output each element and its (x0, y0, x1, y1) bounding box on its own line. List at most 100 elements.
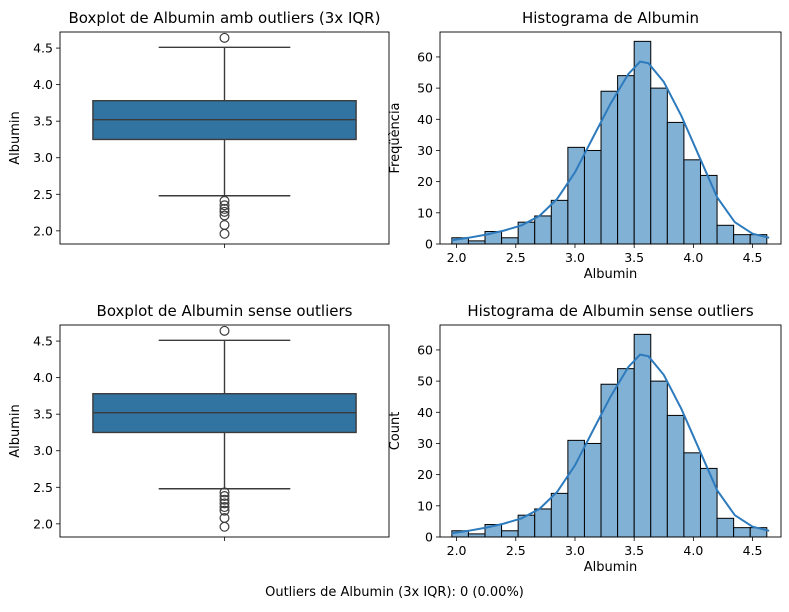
chart-title: Histograma de Albumin sense outliers (467, 302, 753, 320)
outlier-point (219, 521, 230, 532)
outlier-point (219, 325, 230, 336)
outlier-point (219, 494, 230, 505)
x-tick-label: 2.0 (447, 250, 467, 265)
x-tick-label: 4.5 (743, 543, 763, 558)
outlier-point (219, 219, 230, 230)
y-tick-label: 2.0 (33, 223, 53, 238)
histogram-bar (716, 517, 735, 538)
y-tick-label: 50 (417, 81, 433, 96)
histogram-panel: 2.0 2.5 3.0 3.5 4.0 4.5 Albumin Histograma de A… (388, 9, 782, 282)
y-tick-label: 4.5 (33, 41, 53, 56)
figure: Boxplot de Albumin amb outliers (3x IQR)… (8, 9, 782, 575)
y-tick-label: 4.5 (33, 334, 53, 349)
histogram-bar (716, 224, 735, 245)
histogram-bar (733, 527, 751, 538)
x-tick-label: 3.0 (565, 250, 585, 265)
boxplot-with-outliers-panel: Boxplot de Albumin amb outliers (3x IQR)… (8, 9, 390, 248)
histogram-bar (699, 467, 718, 538)
chart-title: Boxplot de Albumin amb outliers (3x IQR) (69, 9, 381, 27)
y-tick-label: 30 (417, 143, 433, 158)
histogram-without-outliers-panel: 2.0 2.5 3.0 3.5 4.0 4.5 Albumin Histograma de A… (388, 302, 782, 575)
y-tick-label: 60 (417, 342, 433, 357)
y-tick-label: 0 (425, 530, 433, 545)
outlier-point (219, 200, 230, 211)
chart-title: Boxplot de Albumin sense outliers (97, 302, 353, 320)
histogram-bar (550, 199, 569, 245)
histogram-bar (600, 90, 619, 245)
histogram-bar (583, 149, 602, 245)
plot-frame (439, 324, 782, 538)
histogram-bar (583, 442, 602, 538)
y-axis-label: Freqüència (388, 102, 403, 173)
histogram-bar (617, 368, 635, 538)
histogram-bar (567, 146, 585, 245)
y-tick-label: 2.0 (33, 516, 53, 531)
outlier-point (219, 228, 230, 239)
histogram-bar (534, 508, 552, 538)
y-axis-label: Albumin (8, 404, 23, 458)
chart-title: Histograma de Albumin (522, 9, 699, 27)
y-tick-label: 3.5 (33, 407, 53, 422)
y-tick-label: 50 (417, 374, 433, 389)
x-tick-label: 4.0 (683, 543, 703, 558)
footer-outlier-summary: Outliers de Albumin (3x IQR): 0 (0.00%) (265, 585, 524, 600)
histogram-bar (633, 333, 652, 538)
outlier-point (219, 505, 230, 516)
histogram-bar (534, 215, 552, 245)
histogram-bar (733, 234, 751, 245)
plot-frame (59, 31, 390, 245)
y-tick-label: 3.5 (33, 114, 53, 129)
outlier-point (219, 491, 230, 502)
y-tick-label: 0 (425, 237, 433, 252)
x-tick-label: 3.5 (624, 250, 644, 265)
x-tick-label: 4.0 (683, 250, 703, 265)
histogram-bar (600, 383, 619, 538)
y-tick-label: 20 (417, 174, 433, 189)
histogram-bar (633, 40, 652, 245)
x-tick-label: 2.5 (506, 250, 526, 265)
x-axis-label: Albumin (584, 267, 638, 282)
histogram-bar (666, 121, 685, 245)
y-tick-label: 40 (417, 112, 433, 127)
histogram-bar (567, 439, 585, 538)
y-tick-label: 3.0 (33, 443, 53, 458)
histogram-bar (683, 452, 701, 538)
histogram-bar (501, 237, 519, 245)
histogram-bar (617, 75, 635, 245)
x-tick-label: 4.5 (743, 250, 763, 265)
outlier-point (219, 498, 230, 509)
plot-frame (59, 324, 390, 538)
y-axis-label: Albumin (8, 111, 23, 165)
outlier-point (219, 206, 230, 217)
y-tick-label: 3.0 (33, 150, 53, 165)
outlier-point (219, 502, 230, 513)
kde-curve (451, 60, 770, 242)
outlier-point (219, 487, 230, 498)
histogram-bar (650, 87, 668, 245)
x-tick-label: 2.5 (506, 543, 526, 558)
x-tick-label: 2.0 (447, 543, 467, 558)
x-tick-label: 3.0 (565, 543, 585, 558)
y-tick-label: 10 (417, 498, 433, 513)
y-tick-label: 4.0 (33, 370, 53, 385)
histogram-bar (699, 174, 718, 245)
plot-frame (439, 31, 782, 245)
outlier-point (219, 32, 230, 43)
y-axis-label: Count (388, 412, 403, 451)
y-tick-label: 30 (417, 436, 433, 451)
outlier-point (219, 203, 230, 214)
y-tick-label: 60 (417, 49, 433, 64)
histogram-bar (501, 530, 519, 538)
histogram-bar (683, 159, 701, 245)
boxplot-without-outliers-panel: Boxplot de Albumin sense outliers 2.0 2.5 3… (8, 302, 390, 541)
y-tick-label: 2.5 (33, 480, 53, 495)
y-tick-label: 10 (417, 205, 433, 220)
y-tick-label: 4.0 (33, 77, 53, 92)
histogram-bar (650, 380, 668, 538)
y-tick-label: 20 (417, 467, 433, 482)
outlier-point (219, 195, 230, 206)
x-axis-label: Albumin (584, 560, 638, 575)
histogram-bar (666, 414, 685, 538)
y-tick-label: 40 (417, 405, 433, 420)
histogram-bar (550, 492, 569, 538)
